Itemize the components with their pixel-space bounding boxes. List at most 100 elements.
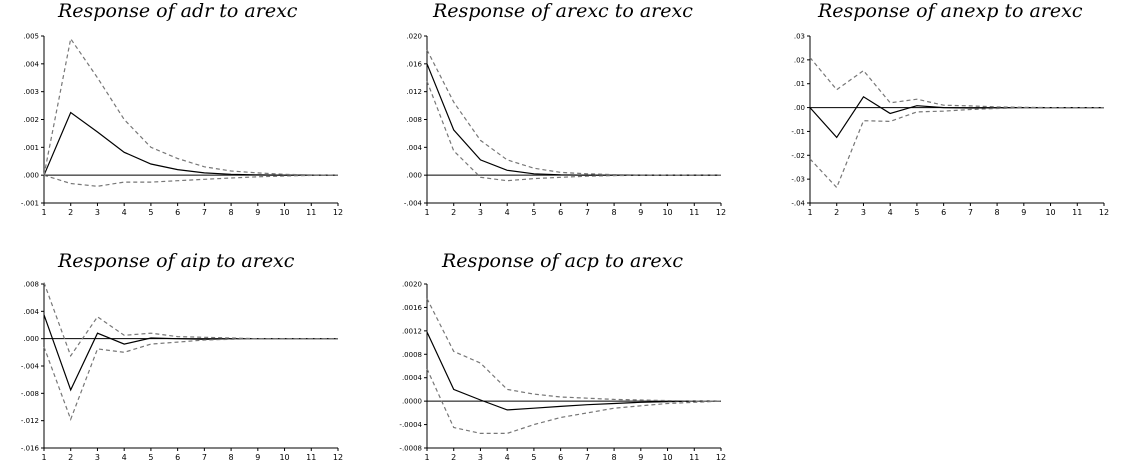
x-tick-label: 4 <box>505 208 510 217</box>
x-tick-label: 2 <box>451 453 456 462</box>
confidence-band-line <box>809 106 1104 189</box>
chart-title: Response of aip to arexc <box>58 250 295 272</box>
x-tick-label: 9 <box>255 453 260 462</box>
x-tick-label: 4 <box>888 208 893 217</box>
x-tick-label: 3 <box>478 208 483 217</box>
confidence-band-line <box>43 37 339 176</box>
y-tick-label: .0000 <box>402 398 422 406</box>
irf-panel-aip: Response of aip to arexc -.016 -.012 -.008… <box>0 250 370 467</box>
confidence-band-line <box>43 282 338 358</box>
response-line <box>43 111 338 176</box>
x-tick-label: 7 <box>585 208 590 217</box>
x-tick-label: 11 <box>306 453 316 462</box>
y-tick-label: .002 <box>23 116 39 124</box>
x-tick-label: 7 <box>968 208 973 217</box>
chart-title: Response of acp to arexc <box>442 250 683 272</box>
x-tick-label: 12 <box>1099 208 1109 217</box>
x-tick-label: 3 <box>861 208 866 217</box>
y-tick-label: .012 <box>406 88 422 96</box>
x-tick-label: 1 <box>41 208 46 217</box>
x-tick-label: 4 <box>505 453 510 462</box>
y-tick-label: .01 <box>794 80 805 88</box>
x-tick-label: 8 <box>229 453 234 462</box>
y-tick-label: .0020 <box>402 281 422 289</box>
x-tick-label: 8 <box>612 453 617 462</box>
y-tick-label: .005 <box>23 33 39 41</box>
x-tick-label: 6 <box>941 208 946 217</box>
chart-title: Response of arexc to arexc <box>433 0 693 22</box>
irf-panel-acp: Response of acp to arexc -.0008 -.0004 .00… <box>380 250 760 467</box>
y-tick-label: .004 <box>23 60 39 68</box>
x-tick-label: 8 <box>229 208 234 217</box>
y-tick-label: -.0004 <box>399 421 422 429</box>
x-tick-label: 1 <box>424 208 429 217</box>
y-tick-label: -.03 <box>791 176 805 184</box>
chart-plot: -.0008 -.0004 .0000 .0004 .0008 .0012 .0016 .00… <box>399 281 726 463</box>
x-tick-label: 2 <box>451 208 456 217</box>
x-tick-label: 8 <box>612 208 617 217</box>
x-tick-label: 6 <box>558 208 563 217</box>
x-tick-label: 9 <box>638 453 643 462</box>
y-tick-label: -.01 <box>791 128 805 136</box>
y-tick-label: -.016 <box>21 445 40 453</box>
x-tick-label: 1 <box>41 453 46 462</box>
chart-title: Response of anexp to arexc <box>818 0 1083 22</box>
y-tick-label: -.012 <box>21 417 39 425</box>
chart-title: Response of adr to arexc <box>58 0 298 22</box>
y-tick-label: .003 <box>23 88 39 96</box>
confidence-band-line <box>426 368 722 434</box>
y-tick-label: .0004 <box>402 374 423 382</box>
y-tick-label: .000 <box>23 335 39 343</box>
x-tick-label: 11 <box>689 453 699 462</box>
x-tick-label: 7 <box>202 208 207 217</box>
x-tick-label: 3 <box>478 453 483 462</box>
x-tick-label: 6 <box>558 453 563 462</box>
x-tick-label: 3 <box>95 208 100 217</box>
x-tick-label: 9 <box>255 208 260 217</box>
y-tick-label: -.004 <box>21 363 40 371</box>
x-tick-label: 5 <box>531 208 536 217</box>
x-tick-label: 10 <box>279 208 289 217</box>
x-tick-label: 5 <box>148 208 153 217</box>
y-tick-label: -.04 <box>791 200 805 208</box>
x-tick-label: 6 <box>175 453 180 462</box>
x-tick-label: 9 <box>638 208 643 217</box>
x-tick-label: 12 <box>333 208 343 217</box>
response-line <box>426 331 721 411</box>
y-tick-label: .008 <box>23 281 39 289</box>
y-tick-label: .0016 <box>402 304 423 312</box>
x-tick-label: 10 <box>1045 208 1055 217</box>
y-tick-label: -.004 <box>404 200 423 208</box>
x-tick-label: 11 <box>1072 208 1082 217</box>
y-tick-label: .016 <box>406 60 422 68</box>
x-tick-label: 10 <box>662 208 672 217</box>
y-tick-label: .00 <box>794 104 805 112</box>
x-tick-label: 2 <box>68 453 73 462</box>
y-tick-label: -.008 <box>21 390 39 398</box>
x-tick-label: 2 <box>68 208 73 217</box>
x-tick-label: 6 <box>175 208 180 217</box>
x-tick-label: 4 <box>122 453 127 462</box>
y-tick-label: .020 <box>406 33 422 41</box>
y-tick-label: .0012 <box>402 327 422 335</box>
confidence-band-line <box>809 57 1104 109</box>
x-tick-label: 12 <box>716 208 726 217</box>
x-tick-label: 7 <box>202 453 207 462</box>
x-tick-label: 10 <box>662 453 672 462</box>
x-tick-label: 5 <box>531 453 536 462</box>
y-tick-label: .0008 <box>402 351 422 359</box>
irf-panel-adr: Response of adr to arexc -.001 .000 .001 .0… <box>0 0 370 240</box>
y-tick-label: -.001 <box>21 200 39 208</box>
x-tick-label: 8 <box>995 208 1000 217</box>
confidence-band-line <box>426 298 721 402</box>
x-tick-label: 2 <box>834 208 839 217</box>
x-tick-label: 5 <box>914 208 919 217</box>
confidence-band-line <box>43 338 338 422</box>
y-tick-label: .004 <box>23 308 39 316</box>
y-tick-label: .03 <box>794 33 805 41</box>
y-tick-label: -.02 <box>791 152 805 160</box>
x-tick-label: 12 <box>716 453 726 462</box>
